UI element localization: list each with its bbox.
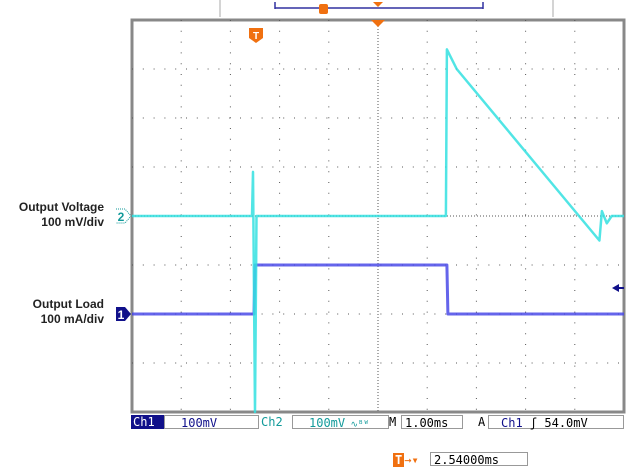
- ch2-scale-value: 100mV: [309, 416, 346, 430]
- ch1-label-name: Output Load: [32, 297, 104, 311]
- ch1-label: Output Load 100 mA/div: [0, 297, 104, 327]
- ch2-label-scale: 100 mV/div: [41, 215, 104, 229]
- trigger-level: 54.0mV: [544, 416, 588, 430]
- ch1-scale[interactable]: 100mV: [164, 415, 259, 430]
- ch2-scale[interactable]: 100mV ∿ᴮᵂ: [292, 415, 389, 430]
- bandwidth-limit-icon: ∿ᴮᵂ: [345, 420, 369, 430]
- ch2-marker-label: 2: [118, 210, 125, 224]
- trigger-position-value[interactable]: 2.54000ms: [430, 452, 528, 467]
- ch2-marker-icon: [116, 208, 132, 224]
- ch2-label: Output Voltage 100 mV/div: [0, 200, 104, 230]
- ch1-marker-icon: [116, 307, 131, 321]
- trigger-center-icon: [371, 20, 385, 27]
- trace-ch1: [132, 263, 624, 316]
- timebase-label: M: [389, 415, 397, 429]
- trigger-source: Ch1: [501, 416, 523, 430]
- trigger-position-icon: T →▾: [393, 453, 419, 467]
- ch2-label-name: Output Voltage: [18, 200, 104, 214]
- rising-edge-icon: ʃ: [522, 416, 545, 430]
- trigger-settings[interactable]: Ch1 ʃ 54.0mV: [488, 415, 624, 430]
- ch2-status-label[interactable]: Ch2: [261, 415, 283, 429]
- trigger-record-icon: [319, 4, 328, 14]
- trigger-point-icon: [249, 28, 263, 43]
- trigger-label: A: [478, 415, 486, 429]
- trigger-point-label: T: [253, 31, 259, 42]
- trigger-top-icon: [373, 2, 383, 7]
- ch1-marker-label: 1: [118, 308, 125, 322]
- record-window: [274, 2, 484, 9]
- trigger-level-icon: [612, 284, 624, 292]
- trace-ch2: [132, 48, 624, 414]
- ch1-status-label[interactable]: Ch1: [131, 415, 164, 429]
- ch1-label-scale: 100 mA/div: [40, 312, 104, 326]
- timebase-value[interactable]: 1.00ms: [401, 415, 463, 430]
